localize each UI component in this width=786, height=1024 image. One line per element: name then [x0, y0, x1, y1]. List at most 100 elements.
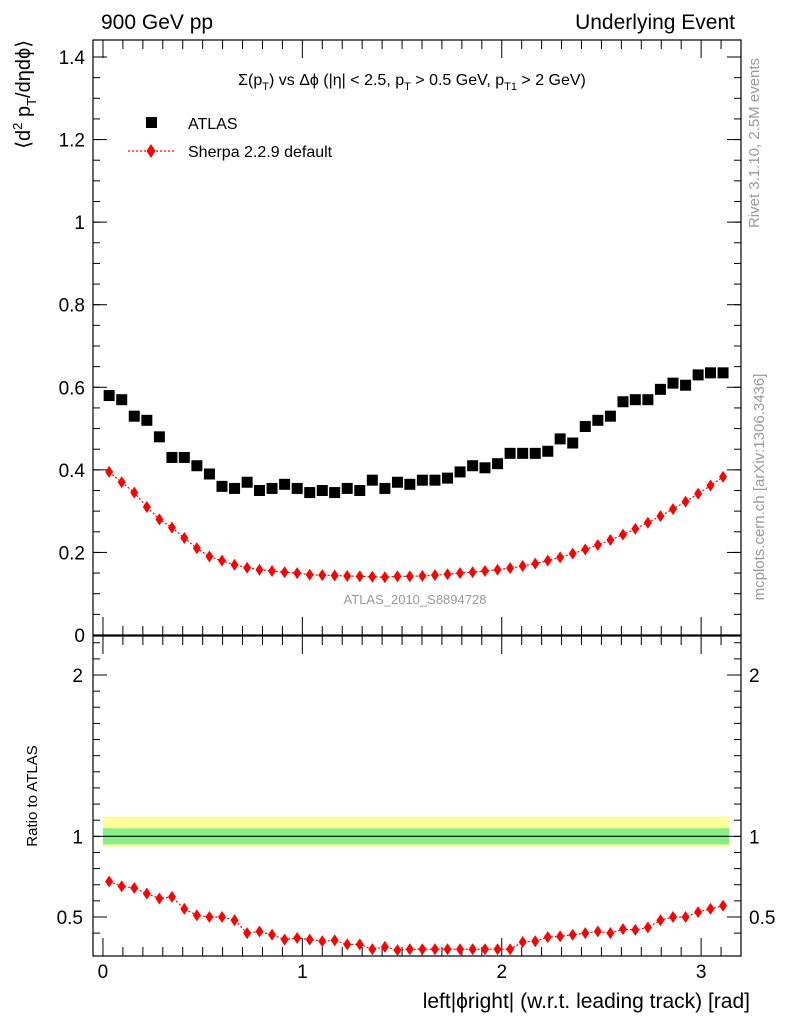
atlas-point: [291, 482, 303, 494]
sherpa-ratio-point: [393, 944, 402, 956]
sherpa-point: [669, 503, 678, 516]
sherpa-ratio-point: [706, 902, 715, 915]
sherpa-point: [418, 569, 427, 582]
legend-label-sherpa: Sherpa 2.2.9 default: [188, 144, 333, 161]
sherpa-line: [108, 471, 724, 578]
atlas-point: [467, 460, 479, 472]
atlas-point: [329, 487, 341, 499]
header-left: 900 GeV pp: [101, 11, 213, 34]
legend-label-atlas: ATLAS: [188, 116, 238, 133]
sherpa-point: [205, 550, 214, 563]
atlas-point: [429, 474, 441, 486]
ratio-ytick-label-right: 0.5: [749, 908, 775, 929]
ratio-axis-ticks: 0.5 0.5 1 1 2 2: [57, 642, 775, 934]
atlas-point: [554, 433, 566, 445]
main-ytick-label: 0.2: [59, 543, 85, 564]
sherpa-point: [130, 486, 139, 499]
sherpa-point: [643, 516, 652, 529]
atlas-point: [141, 414, 153, 426]
sherpa-ratio-point: [606, 927, 615, 940]
analysis-watermark: ATLAS_2010_S8894728: [344, 592, 487, 607]
atlas-point: [542, 445, 554, 457]
sherpa-ratio-point: [305, 933, 314, 946]
sherpa-ratio-point: [230, 914, 239, 927]
sherpa-point: [568, 547, 577, 560]
x-axis-label: left|ϕright| (w.r.t. leading track) [rad…: [423, 990, 750, 1013]
sherpa-point: [243, 561, 252, 574]
sherpa-point: [343, 569, 352, 582]
sherpa-point: [218, 554, 227, 567]
sherpa-ratio-point: [180, 902, 189, 915]
main-ytick-label: 1: [74, 213, 85, 234]
sherpa-ratio-point: [506, 943, 515, 956]
xtick-label: 3: [696, 962, 707, 983]
atlas-point: [629, 394, 641, 406]
main-data-layer: [103, 367, 729, 584]
sherpa-point: [719, 470, 728, 483]
sherpa-ratio-point: [681, 911, 690, 923]
atlas-point: [442, 472, 454, 484]
sherpa-ratio-point: [255, 925, 264, 938]
atlas-point: [667, 377, 679, 389]
ratio-panel-frame: [92, 635, 742, 957]
sherpa-point: [593, 538, 602, 551]
atlas-point: [266, 482, 278, 494]
plot-title: Σ(pT) vs Δϕ (|η| < 2.5, pT > 0.5 GeV, pT…: [238, 72, 586, 93]
legend: ATLAS Sherpa 2.2.9 default: [128, 116, 333, 161]
sherpa-ratio-point: [105, 875, 114, 888]
atlas-point: [203, 468, 215, 480]
atlas-point: [103, 390, 115, 402]
legend-marker-atlas: [146, 117, 157, 128]
atlas-point: [216, 480, 228, 492]
sherpa-point: [706, 479, 715, 492]
atlas-point: [279, 478, 291, 490]
sherpa-ratio-point: [293, 931, 302, 944]
x-axis-ticks: 0 1 2 3: [98, 40, 722, 983]
atlas-point: [229, 482, 241, 494]
sherpa-ratio-point: [418, 943, 427, 956]
sherpa-point: [305, 568, 314, 581]
main-ytick-label: 1.4: [59, 48, 86, 69]
sherpa-point: [117, 476, 126, 489]
atlas-point: [166, 451, 178, 463]
sherpa-point: [393, 570, 402, 583]
xtick-label: 1: [297, 962, 308, 983]
atlas-point: [316, 485, 328, 496]
sherpa-point: [681, 495, 690, 508]
sherpa-ratio-point: [192, 909, 201, 922]
atlas-point: [341, 482, 353, 494]
sherpa-ratio-point: [355, 938, 364, 951]
sherpa-ratio-point: [556, 930, 565, 943]
sherpa-point: [531, 557, 540, 570]
main-ytick-label: 0.8: [59, 296, 85, 317]
sherpa-point: [480, 565, 489, 578]
atlas-point: [454, 466, 466, 478]
atlas-point: [416, 474, 428, 486]
atlas-point: [241, 476, 253, 488]
sherpa-ratio-point: [643, 921, 652, 934]
sherpa-point: [556, 551, 565, 564]
sherpa-point: [142, 501, 151, 514]
atlas-point: [517, 447, 529, 459]
main-ytick-label: 0: [74, 626, 85, 647]
main-ytick-label: 0.4: [59, 461, 86, 482]
main-panel-frame: [92, 39, 742, 636]
atlas-point: [379, 482, 391, 494]
sherpa-ratio-point: [130, 881, 139, 894]
atlas-point: [604, 410, 616, 422]
sherpa-ratio-point: [543, 931, 552, 944]
header-right: Underlying Event: [575, 11, 735, 34]
atlas-point: [153, 431, 165, 443]
atlas-point: [579, 421, 591, 433]
sherpa-ratio-point: [218, 911, 227, 923]
sherpa-point: [192, 542, 201, 555]
legend-marker-sherpa: [146, 144, 156, 158]
sherpa-ratio-point: [456, 943, 465, 956]
sherpa-ratio-point: [568, 928, 577, 941]
sherpa-ratio-point: [430, 943, 439, 956]
sherpa-ratio-point: [268, 928, 277, 941]
sherpa-point: [543, 554, 552, 567]
sherpa-ratio-point: [518, 936, 527, 949]
sherpa-ratio-point: [719, 899, 728, 912]
